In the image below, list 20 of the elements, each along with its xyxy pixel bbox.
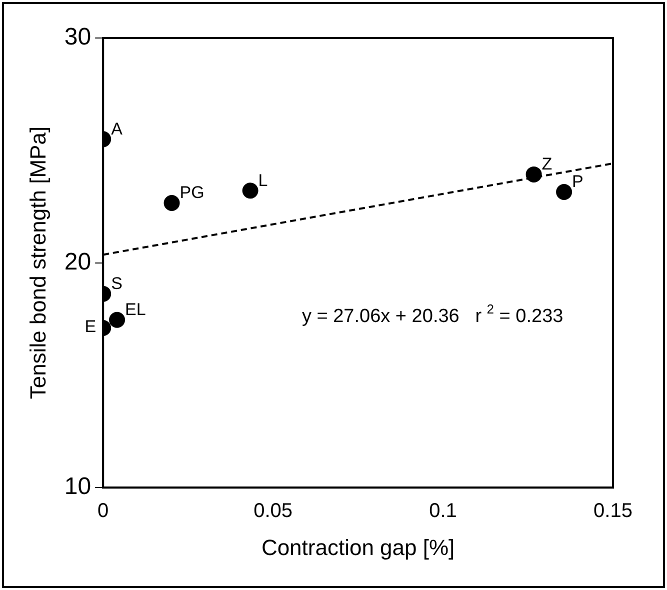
x-tick-label: 0 bbox=[98, 500, 109, 522]
annotation: A bbox=[111, 119, 124, 138]
y-tick-label: 10 bbox=[64, 473, 92, 500]
y-axis-title: Tensile bond strength [MPa] bbox=[25, 126, 50, 400]
annotation: L bbox=[258, 170, 268, 190]
point bbox=[526, 166, 542, 182]
annotation: P bbox=[572, 172, 584, 192]
annotation: S bbox=[111, 274, 122, 294]
point bbox=[556, 184, 572, 200]
y-tick-label: 30 bbox=[64, 24, 92, 51]
annotation: EL bbox=[125, 300, 146, 320]
x-axis-title: Contraction gap [%] bbox=[261, 534, 455, 560]
annotation: Z bbox=[542, 154, 552, 174]
annotation: PG bbox=[180, 183, 204, 202]
x-tick-label: 0.05 bbox=[254, 500, 293, 522]
annotation: E bbox=[84, 317, 96, 336]
x-tick-label: 0.1 bbox=[429, 500, 457, 522]
x-tick-label: 0.15 bbox=[594, 500, 632, 522]
y-tick-label: 20 bbox=[64, 248, 92, 276]
annotation: y = 27.06x + 20.36 r 2 = 0.233 bbox=[302, 301, 564, 327]
